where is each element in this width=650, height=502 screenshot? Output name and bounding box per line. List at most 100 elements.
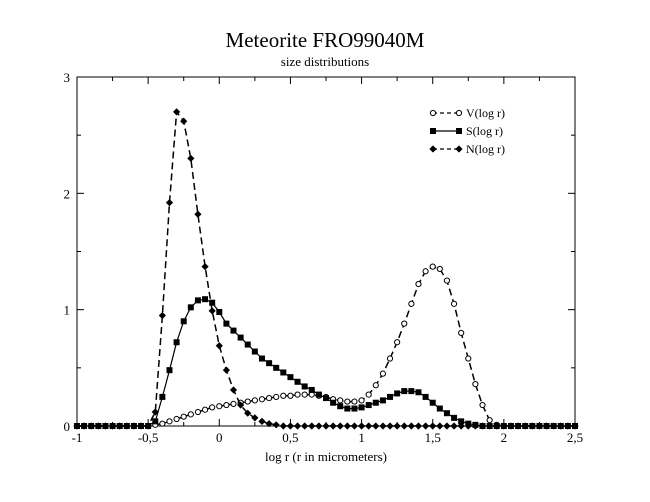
series-s-log-r [74,296,578,429]
data-point [436,422,444,430]
chart-subtitle: size distributions [281,54,369,69]
x-tick-label: -1 [72,430,83,445]
x-tick-label: 2,5 [567,430,583,445]
data-point [351,405,358,412]
data-point [401,388,408,395]
legend-marker [429,109,437,117]
series-line-v-log-r [77,265,575,427]
data-point [166,418,173,425]
data-point [436,405,443,412]
legend-label: S(log r) [466,124,503,138]
data-point [159,393,166,400]
data-point [73,422,81,430]
data-point [350,422,359,430]
data-point [478,422,487,430]
data-point [144,422,152,430]
data-point [372,399,379,406]
data-point [280,369,287,376]
data-point [158,311,166,320]
x-tick-label: -0,5 [138,430,159,445]
data-point [465,355,472,362]
data-point [202,296,209,303]
data-point [230,327,237,334]
data-point [187,411,194,418]
data-point [571,422,579,430]
data-point [422,268,429,275]
data-point [450,300,458,307]
data-point [215,342,223,350]
data-point [266,360,273,367]
data-point [500,422,508,430]
axis-ticks: -1 -0,5 0 0,5 1 1,5 2 2,5 0 1 2 3 [64,70,584,445]
data-point [550,422,558,430]
data-point [336,422,344,430]
legend-label: V(log r) [466,106,505,120]
data-point [194,297,201,304]
data-point [450,422,458,430]
data-point [471,422,479,430]
data-point [301,422,309,430]
data-point [379,397,386,404]
data-point [251,397,258,404]
data-point [237,401,245,409]
data-point [180,117,188,125]
data-point [194,408,202,416]
data-point [280,392,287,399]
data-point [294,391,301,398]
data-point [187,304,194,311]
data-point [209,299,216,306]
legend-marker [455,145,463,153]
data-point [372,382,379,389]
legend-item-v-log-r: V(log r) [429,106,505,120]
x-tick-label: 2 [501,430,508,445]
data-point [330,399,337,406]
data-point [372,422,380,430]
data-point [343,422,351,430]
data-point [408,388,415,395]
series-n-log-r [73,108,579,430]
legend-item-s-log-r: S(log r) [430,124,503,138]
data-point [273,393,280,401]
data-point [287,374,294,381]
data-point [393,422,401,430]
data-point [108,422,117,430]
data-point [251,414,259,422]
data-point [429,263,436,270]
data-point [323,395,329,402]
data-point [486,422,494,430]
data-point [244,409,252,417]
data-point [443,410,450,417]
x-tick-label: 0 [216,430,223,445]
data-point [165,199,174,207]
data-point [279,422,287,430]
data-point [308,386,315,393]
data-point [265,394,273,402]
data-point [365,422,373,430]
data-point [422,422,430,430]
data-point [94,422,102,430]
data-point [166,367,173,374]
y-tick-label: 0 [64,419,71,434]
data-point [216,403,223,410]
data-point [301,391,308,398]
data-point [514,422,522,430]
x-axis-label: log r (r in micrometers) [265,449,387,464]
data-point [535,422,544,430]
data-point [422,393,429,400]
data-point [123,422,131,430]
data-point [443,277,451,284]
data-point [386,355,394,362]
data-point [507,422,515,430]
data-point [223,320,230,327]
data-point [187,154,195,163]
data-point [564,422,572,430]
data-point [80,422,88,430]
data-point [294,378,301,385]
data-point [151,408,159,416]
legend-marker [455,109,463,117]
chart-title: Meteorite FRO99040M [226,28,425,52]
legend: V(log r) S(log r) N(log r) [429,106,505,156]
series-v-log-r [73,263,579,430]
x-tick-label: 1,5 [425,430,441,445]
